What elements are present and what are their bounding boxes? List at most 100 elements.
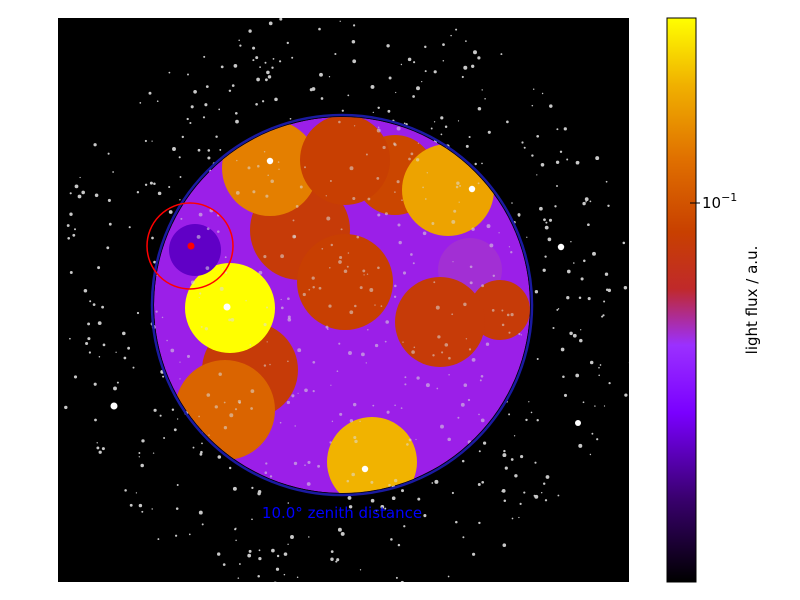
star — [238, 39, 240, 42]
star — [179, 176, 182, 178]
star — [398, 240, 402, 245]
star — [387, 109, 391, 113]
star — [88, 351, 92, 354]
star — [628, 361, 629, 364]
star — [393, 295, 397, 298]
star — [385, 320, 389, 324]
star — [206, 393, 211, 397]
star — [205, 85, 209, 88]
star — [231, 84, 235, 87]
star — [347, 495, 352, 500]
star — [478, 521, 481, 525]
star — [251, 486, 254, 490]
star — [511, 517, 514, 520]
star — [347, 252, 350, 254]
flux-patch-right — [395, 277, 485, 367]
star — [74, 184, 79, 189]
star — [255, 56, 259, 60]
star — [370, 498, 375, 503]
star — [207, 156, 211, 160]
star — [471, 227, 475, 231]
star — [44, 287, 46, 289]
star — [607, 204, 610, 208]
star — [168, 185, 171, 189]
star — [351, 472, 356, 477]
star — [457, 120, 460, 122]
flux-patches — [169, 117, 530, 493]
star — [544, 225, 549, 230]
star — [217, 552, 221, 556]
star — [498, 232, 500, 234]
star — [234, 408, 238, 411]
star — [266, 70, 270, 75]
star — [534, 290, 539, 294]
star — [290, 535, 294, 539]
star — [162, 375, 165, 378]
star — [400, 63, 403, 66]
star — [384, 507, 387, 510]
star — [374, 343, 379, 348]
star — [269, 475, 273, 478]
star — [536, 419, 539, 422]
star — [504, 466, 508, 470]
star — [362, 269, 366, 273]
star — [566, 158, 569, 161]
star — [412, 262, 415, 265]
star — [503, 499, 507, 503]
star — [217, 455, 222, 459]
star — [247, 553, 252, 558]
star — [481, 284, 485, 288]
star — [542, 482, 546, 485]
star — [359, 569, 362, 571]
star — [471, 64, 475, 68]
star — [465, 40, 467, 42]
star — [415, 158, 420, 162]
star — [510, 251, 513, 254]
star — [132, 366, 135, 369]
star — [451, 491, 454, 495]
star — [168, 71, 171, 74]
star — [348, 505, 353, 509]
star — [179, 199, 181, 201]
star — [461, 75, 464, 79]
star — [536, 174, 538, 176]
bright-star — [575, 420, 581, 426]
star — [69, 192, 72, 195]
star — [96, 442, 98, 444]
star — [397, 223, 401, 227]
star — [148, 91, 152, 95]
star — [292, 594, 294, 596]
star — [351, 39, 356, 44]
star — [359, 420, 361, 423]
star — [388, 483, 391, 487]
star — [533, 494, 536, 497]
star — [367, 197, 371, 201]
star — [458, 201, 460, 203]
star — [338, 260, 342, 264]
star — [369, 288, 374, 292]
star — [422, 231, 427, 236]
star — [338, 342, 341, 345]
star — [261, 100, 265, 103]
star — [294, 425, 296, 427]
star — [229, 413, 234, 418]
star — [219, 286, 224, 291]
star — [287, 317, 292, 322]
star — [481, 480, 485, 484]
star — [562, 375, 565, 379]
star — [293, 235, 297, 239]
star — [460, 402, 465, 407]
star — [624, 393, 628, 397]
star — [444, 125, 448, 129]
star — [501, 489, 506, 493]
star — [153, 182, 156, 185]
star — [394, 284, 397, 288]
bright-star — [468, 185, 476, 193]
star — [384, 340, 387, 343]
star — [245, 299, 247, 302]
star — [477, 56, 481, 60]
star — [152, 452, 155, 454]
star — [83, 289, 88, 293]
star — [578, 443, 583, 448]
star — [214, 405, 218, 409]
